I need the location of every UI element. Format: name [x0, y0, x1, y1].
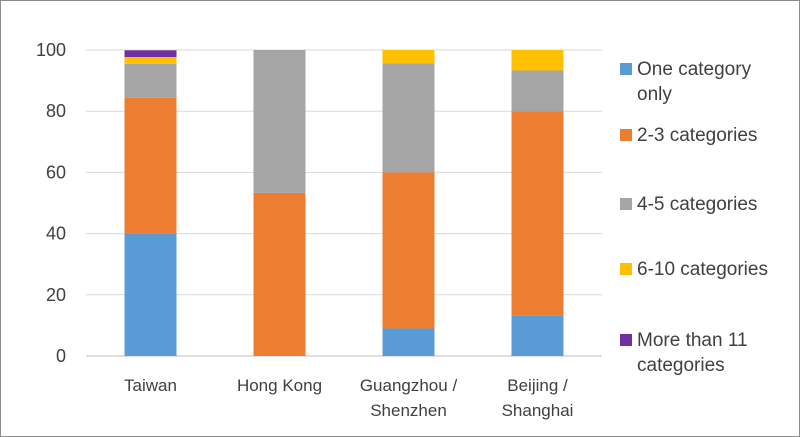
bar-segment [253, 50, 306, 193]
bar-segment [382, 50, 435, 64]
legend-label: 4-5 categories [637, 194, 757, 215]
bar-segment [382, 172, 435, 329]
legend-swatch [620, 129, 632, 141]
y-tick-label: 20 [46, 285, 66, 305]
bar-segment [253, 192, 306, 356]
x-category-label: Hong Kong [237, 376, 322, 395]
y-axis-tick-labels: 0 20 40 60 80 100 [36, 40, 66, 366]
bar-segment [382, 328, 435, 356]
y-tick-label: 60 [46, 162, 66, 182]
bar-segment [124, 50, 177, 58]
legend-item: 6-10 categories [620, 259, 768, 280]
x-category-label: Guangzhou / Shenzhen [360, 376, 458, 420]
bar-segment [124, 57, 177, 64]
legend-label: More than 11 categories [637, 330, 748, 376]
bar-segment [124, 63, 177, 98]
x-category-label: Beijing / Shanghai [502, 376, 574, 420]
bar-segment [511, 111, 564, 316]
bars [124, 50, 564, 356]
legend-swatch [620, 198, 632, 210]
y-tick-label: 80 [46, 101, 66, 121]
legend-label: One category only [637, 59, 752, 105]
legend-item: 4-5 categories [620, 194, 757, 215]
bar-segment [124, 97, 177, 234]
legend-label: 6-10 categories [637, 259, 768, 280]
legend: One category only 2-3 categories 4-5 catego… [620, 59, 768, 376]
legend-item: More than 11 categories [620, 330, 748, 376]
legend-swatch [620, 334, 632, 346]
y-tick-label: 100 [36, 40, 66, 60]
legend-item: 2-3 categories [620, 125, 757, 146]
legend-swatch [620, 63, 632, 75]
x-category-label: Taiwan [124, 376, 177, 395]
bar-segment [511, 70, 564, 112]
legend-item: One category only [620, 59, 752, 105]
y-tick-label: 0 [56, 346, 66, 366]
y-tick-label: 40 [46, 224, 66, 244]
legend-label: 2-3 categories [637, 125, 757, 146]
x-axis-category-labels: Taiwan Hong Kong Guangzhou / Shenzhen Beijin… [124, 376, 573, 420]
bar-segment [511, 50, 564, 71]
bar-segment [124, 233, 177, 356]
legend-swatch [620, 263, 632, 275]
bar-segment [382, 63, 435, 173]
bar-segment [511, 315, 564, 356]
